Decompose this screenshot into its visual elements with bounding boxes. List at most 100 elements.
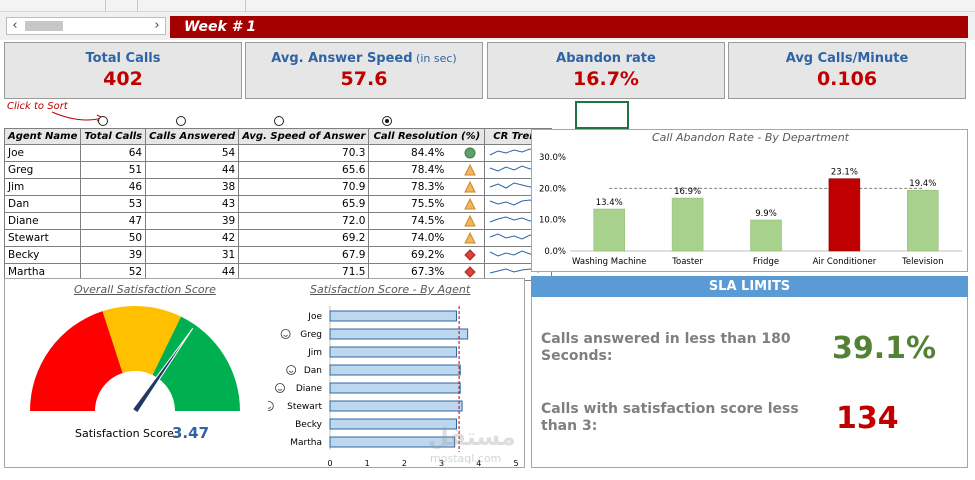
table-cell: 65.6	[238, 161, 370, 179]
table-cell: 46	[80, 178, 147, 196]
table-cell: 71.5	[238, 263, 370, 281]
resolution-value: 74.5%	[411, 215, 445, 227]
abandon-rate-chart-panel: Call Abandon Rate - By Department 0.0% 10…	[531, 129, 968, 272]
bar	[329, 436, 456, 448]
table-cell: 39	[80, 246, 147, 264]
x-tick-label: 2	[402, 459, 407, 468]
bar	[750, 219, 782, 252]
table-header-row: Agent Name Total Calls Calls Answered Avg. …	[3, 128, 553, 145]
resolution-cell: 78.3%	[368, 178, 486, 196]
y-tick-label: Martha	[290, 438, 322, 448]
table-row: Diane 47 39 72.0 74.5%	[3, 212, 553, 230]
x-tick-label: Television	[901, 257, 943, 267]
table-row: Joe 64 54 70.3 84.4%	[3, 144, 553, 162]
watermark-url: mostaql.com	[430, 452, 502, 465]
sla-line2-text: Calls with satisfaction score less than …	[541, 401, 799, 434]
y-tick-label: 20.0%	[539, 184, 566, 194]
column-header[interactable]: Calls Answered	[145, 128, 240, 145]
red-diamond-icon	[464, 266, 477, 278]
week-scrollbar[interactable]: ‹ ›	[6, 17, 166, 35]
table-cell: 53	[80, 195, 147, 213]
sort-radio-button[interactable]	[382, 116, 392, 126]
kpi-title-text: Total Calls	[85, 51, 161, 66]
resolution-value: 69.2%	[411, 249, 445, 261]
click-to-sort-hint: Click to Sort	[7, 101, 68, 112]
table-row: Dan 53 43 65.9 75.5%	[3, 195, 553, 213]
table-cell: 70.9	[238, 178, 370, 196]
x-tick-label: Washing Machine	[572, 257, 646, 267]
sort-radio-button[interactable]	[176, 116, 186, 126]
scroll-thumb[interactable]	[25, 21, 63, 31]
y-tick-label: Becky	[295, 420, 323, 430]
scroll-left-icon[interactable]: ‹	[12, 18, 18, 33]
kpi-value: 57.6	[340, 68, 388, 90]
x-tick-label: 4	[476, 459, 481, 468]
table-cell: 31	[145, 246, 240, 264]
kpi-subtitle: (in sec)	[412, 52, 457, 65]
x-tick-label: Fridge	[753, 257, 779, 267]
x-tick-label: 5	[513, 459, 518, 468]
gauge-green-segment	[152, 316, 240, 411]
sort-radio-button[interactable]	[98, 116, 108, 126]
y-tick-label: 0.0%	[544, 247, 566, 257]
x-tick-label: 0	[327, 459, 332, 468]
bar	[329, 382, 461, 394]
column-header[interactable]: Total Calls	[80, 128, 147, 145]
y-tick-label: Joe	[307, 312, 322, 322]
x-tick-label: Air Conditioner	[813, 257, 877, 267]
column-header[interactable]: Agent Name	[3, 128, 82, 145]
column-header[interactable]: Call Resolution (%)	[368, 128, 486, 145]
x-tick-label: 3	[439, 459, 444, 468]
table-cell: 38	[145, 178, 240, 196]
smiley-mouth	[268, 406, 272, 409]
table-cell: 67.9	[238, 246, 370, 264]
bar	[329, 400, 463, 412]
resolution-cell: 78.4%	[368, 161, 486, 179]
table-row: Jim 46 38 70.9 78.3%	[3, 178, 553, 196]
y-tick-label: 30.0%	[539, 153, 566, 163]
agent-table: Agent Name Total Calls Calls Answered Avg. …	[3, 128, 553, 281]
bar	[828, 178, 861, 252]
x-tick-label: Toaster	[671, 257, 703, 267]
scroll-right-icon[interactable]: ›	[154, 18, 160, 33]
table-row: Stewart 50 42 69.2 74.0%	[3, 229, 553, 247]
resolution-cell: 67.3%	[368, 263, 486, 281]
resolution-cell: 69.2%	[368, 246, 486, 264]
smiley-icon	[280, 329, 291, 339]
table-cell: 50	[80, 229, 147, 247]
y-tick-label: Dan	[304, 366, 322, 376]
kpi-title-text: Avg Calls/Minute	[785, 51, 909, 66]
y-tick-label: Jim	[307, 348, 322, 358]
table-cell: 64	[80, 144, 147, 162]
table-cell: 69.2	[238, 229, 370, 247]
green-circle-icon	[464, 147, 476, 159]
bar	[907, 189, 939, 252]
sort-radio-button[interactable]	[274, 116, 284, 126]
column-header[interactable]: Avg. Speed of Answer	[238, 128, 370, 145]
gauge-needle	[131, 327, 194, 414]
resolution-value: 67.3%	[411, 266, 445, 278]
red-diamond-icon	[464, 249, 477, 261]
satisfaction-gauge	[30, 306, 240, 414]
bar	[671, 197, 704, 252]
smiley-icon	[268, 401, 274, 411]
dept-bar-chart: 0.0% 10.0% 20.0% 30.0% 13.4% Washing Machine 1…	[539, 153, 962, 267]
bar	[329, 328, 469, 340]
sla-line2-value: 134	[836, 401, 899, 436]
kpi-title-text: Abandon rate	[556, 51, 656, 66]
agent-score-chart: Joe Greg Jim Dan Diane Stewart Becky Martha 0 1 2 3…	[268, 306, 518, 468]
bar	[593, 208, 625, 252]
bar	[329, 418, 457, 430]
data-label: 16.9%	[674, 187, 701, 197]
kpi-card: Abandon rate 16.7%	[487, 42, 725, 99]
data-label: 9.9%	[755, 209, 777, 219]
table-cell: 43	[145, 195, 240, 213]
x-tick-label: 1	[365, 459, 370, 468]
y-tick-label: Diane	[296, 384, 323, 394]
table-cell: Martha	[3, 263, 82, 281]
sla-title: SLA LIMITS	[531, 276, 968, 297]
sla-panel	[531, 276, 968, 468]
table-cell: Stewart	[3, 229, 82, 247]
kpi-card: Avg. Answer Speed (in sec) 57.6	[245, 42, 483, 99]
selected-cell[interactable]	[575, 101, 629, 129]
